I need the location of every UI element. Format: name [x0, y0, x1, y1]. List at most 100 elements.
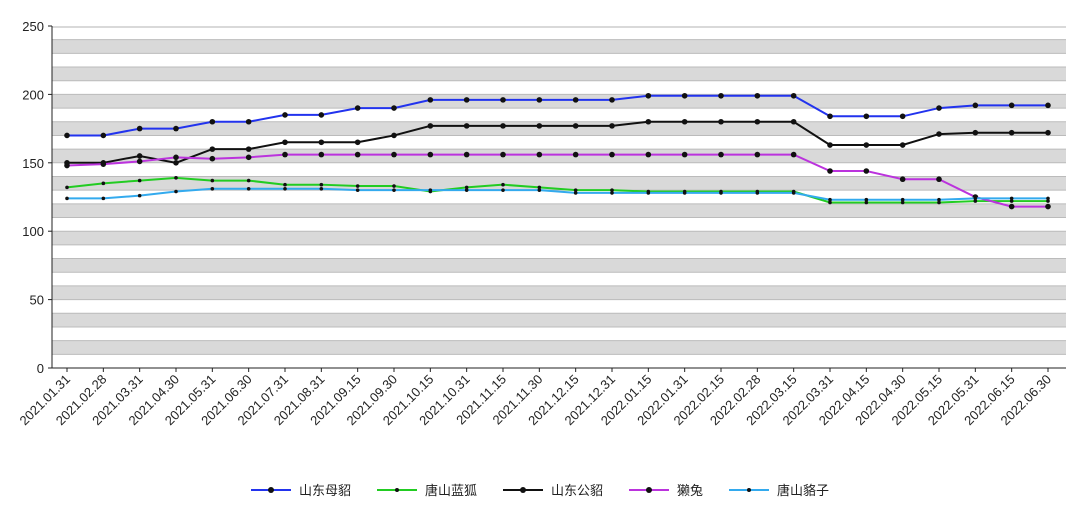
- data-point: [463, 151, 470, 158]
- data-point: [64, 162, 70, 169]
- data-point: [864, 197, 869, 202]
- legend-swatch: [250, 486, 291, 493]
- data-point: [173, 154, 179, 161]
- data-point: [210, 186, 215, 191]
- data-point: [790, 118, 797, 125]
- legend-swatch: [629, 486, 669, 493]
- data-point: [1008, 129, 1015, 136]
- legend-item[interactable]: 山东公貂: [502, 480, 603, 499]
- data-point: [754, 92, 761, 99]
- data-point: [318, 151, 325, 158]
- data-point: [391, 132, 397, 139]
- legend-item[interactable]: 唐山貉子: [729, 480, 829, 499]
- data-point: [464, 188, 469, 192]
- data-point: [500, 123, 506, 129]
- data-point: [501, 182, 505, 187]
- data-point: [973, 199, 978, 203]
- data-point: [136, 153, 143, 159]
- data-point: [245, 146, 252, 152]
- y-tick-label: 200: [22, 87, 44, 102]
- series-line: [67, 120, 1048, 164]
- data-point: [463, 97, 470, 103]
- data-point: [464, 185, 469, 190]
- data-point: [136, 125, 143, 132]
- data-point: [354, 105, 361, 111]
- data-point: [209, 155, 216, 162]
- data-point: [899, 113, 906, 120]
- data-point: [682, 191, 687, 195]
- data-point: [646, 191, 651, 195]
- data-point: [392, 188, 396, 192]
- data-point: [536, 97, 543, 103]
- data-point: [610, 191, 614, 195]
- data-point: [210, 178, 215, 183]
- data-point: [790, 92, 797, 99]
- grid-band: [52, 340, 1066, 355]
- series-line: [66, 153, 1048, 208]
- data-point: [937, 200, 941, 205]
- y-tick-label: 250: [22, 19, 44, 34]
- data-point: [719, 191, 723, 195]
- data-point: [937, 197, 941, 202]
- data-point: [137, 178, 142, 183]
- data-point: [755, 191, 760, 195]
- data-point: [64, 132, 70, 139]
- data-point: [428, 188, 433, 192]
- data-point: [1009, 199, 1014, 203]
- legend-item[interactable]: 唐山蓝狐: [376, 480, 477, 499]
- data-point: [863, 113, 870, 120]
- data-point: [427, 97, 434, 103]
- data-point: [863, 142, 870, 148]
- data-point: [355, 188, 360, 192]
- grid-band: [52, 26, 1066, 28]
- grid-band: [52, 231, 1066, 245]
- data-point: [500, 151, 506, 158]
- data-point: [173, 160, 179, 166]
- legend-item[interactable]: 山东母貂: [250, 480, 351, 499]
- data-point: [283, 186, 287, 191]
- series-line: [67, 94, 1048, 137]
- data-point: [318, 112, 325, 118]
- data-point: [864, 200, 869, 205]
- data-point: [1009, 196, 1014, 201]
- data-point: [828, 200, 832, 205]
- legend-swatch: [376, 487, 417, 492]
- data-point: [1008, 102, 1015, 109]
- data-point: [537, 185, 542, 190]
- data-point: [65, 185, 69, 190]
- legend-label: 唐山貉子: [777, 483, 830, 498]
- data-point: [754, 118, 761, 125]
- data-point: [318, 139, 325, 146]
- data-point: [609, 151, 615, 158]
- data-point: [101, 196, 106, 201]
- legend-item[interactable]: 獭兔: [629, 480, 703, 499]
- data-point: [573, 188, 578, 192]
- grid-band: [52, 67, 1066, 81]
- data-point: [645, 151, 652, 158]
- data-point: [427, 151, 434, 158]
- data-point: [899, 142, 906, 148]
- data-point: [100, 132, 107, 139]
- grid-band: [52, 285, 1066, 300]
- data-point: [827, 142, 833, 148]
- y-tick-label: 150: [22, 156, 44, 171]
- data-point: [536, 151, 543, 158]
- data-point: [246, 178, 251, 183]
- data-point: [246, 186, 251, 191]
- data-point: [610, 188, 614, 192]
- data-point: [209, 118, 216, 125]
- data-point: [936, 176, 942, 183]
- data-point: [537, 188, 542, 192]
- data-point: [1045, 102, 1051, 109]
- data-point: [899, 176, 906, 183]
- data-point: [827, 168, 833, 174]
- data-point: [427, 123, 434, 129]
- data-point: [500, 97, 506, 103]
- y-tick-label: 100: [22, 224, 44, 239]
- data-point: [863, 168, 870, 174]
- data-point: [681, 92, 688, 99]
- grid-band: [52, 121, 1066, 136]
- data-point: [100, 161, 107, 167]
- data-point: [391, 105, 397, 111]
- data-point: [936, 131, 942, 137]
